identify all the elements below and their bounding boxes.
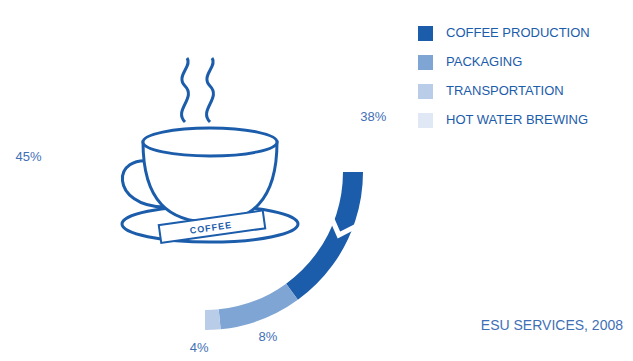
data-labels: 38% 8% 4% 45% (16, 109, 387, 356)
legend-swatch (418, 26, 433, 41)
arrow-notch (329, 212, 363, 235)
legend: COFFEE PRODUCTION PACKAGING TRANSPORTATION… (418, 25, 590, 128)
data-label: 45% (16, 149, 42, 164)
data-label: 4% (190, 340, 209, 355)
sachet: COFFEE (159, 210, 265, 242)
steam (182, 58, 189, 122)
slices (205, 172, 363, 330)
legend-item: PACKAGING (418, 54, 522, 70)
legend-swatch (418, 84, 433, 99)
slice (205, 308, 221, 330)
legend-item: COFFEE PRODUCTION (418, 25, 590, 41)
sachet-body (159, 210, 265, 242)
legend-swatch (418, 113, 433, 128)
source: ESU SERVICES, 2008 (481, 317, 623, 333)
slice (219, 284, 298, 330)
annotation: COFFEE (189, 220, 232, 236)
plot: COFFEE (47, 14, 363, 330)
legend-label: PACKAGING (446, 54, 522, 69)
legend-label: HOT WATER BREWING (446, 112, 588, 127)
legend-item: TRANSPORTATION (418, 83, 564, 99)
legend-swatch (418, 55, 433, 70)
data-label: 38% (360, 109, 386, 124)
cup-icon: COFFEE (122, 58, 298, 243)
legend-label: COFFEE PRODUCTION (446, 25, 590, 40)
legend-item: HOT WATER BREWING (418, 112, 588, 128)
legend-label: TRANSPORTATION (446, 83, 564, 98)
steam (207, 58, 214, 122)
chart: COFFEE 38% 8% 4% 45% COFFEE PRODUCTION PACKAGI… (0, 0, 633, 361)
cup-rim (143, 128, 277, 156)
data-label: 8% (259, 329, 278, 344)
